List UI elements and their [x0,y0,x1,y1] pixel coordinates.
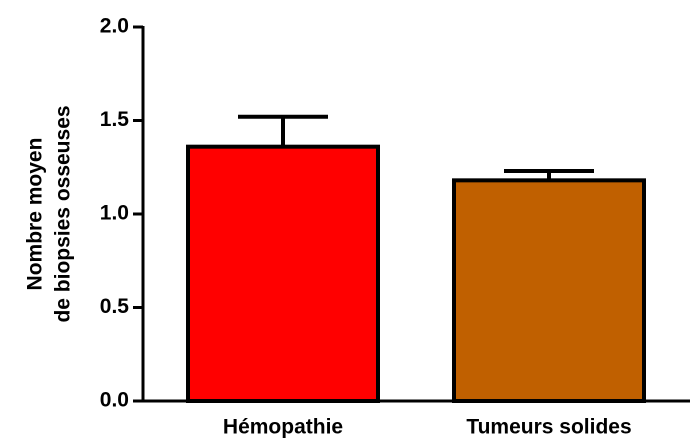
y-axis-label: de biopsies osseuses [52,105,75,322]
y-tick-label: 1.5 [100,108,130,131]
bar [452,178,646,403]
y-tick-label: 0.5 [100,295,130,318]
y-axis-label: Nombre moyen [24,138,47,291]
bar [186,144,380,403]
y-tick-label: 2.0 [100,15,129,38]
x-tick-label: Tumeurs solides [466,416,631,439]
y-tick-label: 1.0 [100,202,129,225]
x-tick-label: Hémopathie [223,416,343,439]
y-tick-label: 0.0 [100,389,129,412]
